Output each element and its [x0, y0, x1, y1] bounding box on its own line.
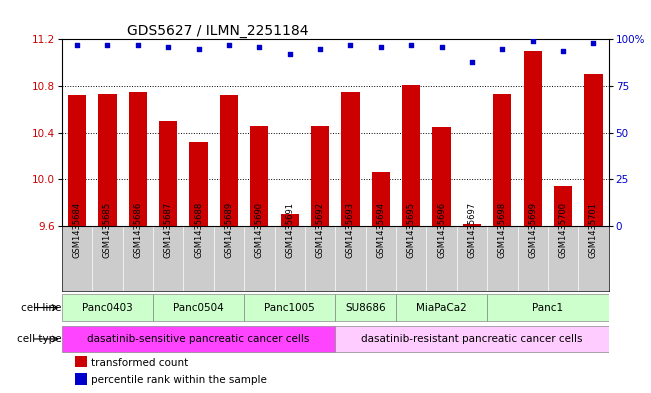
Text: GSM1435692: GSM1435692	[316, 202, 325, 259]
Bar	[311, 126, 329, 226]
Bar	[153, 294, 244, 321]
Bar	[189, 142, 208, 226]
Point	[102, 42, 113, 48]
Bar	[396, 294, 487, 321]
Point	[315, 46, 326, 52]
Point	[284, 51, 295, 57]
Point	[589, 40, 599, 46]
Bar	[372, 172, 390, 226]
Text: GSM1435697: GSM1435697	[467, 202, 477, 259]
Text: GSM1435701: GSM1435701	[589, 202, 598, 259]
Text: dasatinib-resistant pancreatic cancer cells: dasatinib-resistant pancreatic cancer ce…	[361, 334, 583, 344]
Bar	[554, 186, 572, 226]
Text: GSM1435685: GSM1435685	[103, 202, 112, 259]
Bar	[341, 92, 359, 226]
Bar	[281, 214, 299, 226]
Point	[224, 42, 234, 48]
Point	[163, 44, 173, 50]
Point	[467, 59, 477, 65]
Text: GSM1435699: GSM1435699	[528, 202, 537, 259]
Text: Panc1005: Panc1005	[264, 303, 315, 312]
Text: cell type: cell type	[17, 334, 62, 344]
Text: MiaPaCa2: MiaPaCa2	[416, 303, 467, 312]
Point	[254, 44, 264, 50]
Point	[527, 38, 538, 44]
Text: GSM1435695: GSM1435695	[407, 202, 416, 259]
Text: GSM1435696: GSM1435696	[437, 202, 446, 259]
Text: GSM1435688: GSM1435688	[194, 202, 203, 259]
Text: GSM1435694: GSM1435694	[376, 202, 385, 259]
Bar	[68, 95, 86, 226]
Bar	[487, 294, 609, 321]
Bar	[523, 51, 542, 226]
Point	[345, 42, 355, 48]
Point	[436, 44, 447, 50]
Bar	[98, 94, 117, 226]
Point	[558, 47, 568, 53]
Bar	[220, 95, 238, 226]
Point	[497, 46, 508, 52]
Text: dasatinib-sensitive pancreatic cancer cells: dasatinib-sensitive pancreatic cancer ce…	[87, 334, 310, 344]
Text: Panc0504: Panc0504	[173, 303, 224, 312]
Bar	[250, 126, 268, 226]
Bar	[62, 294, 153, 321]
Bar	[244, 294, 335, 321]
Text: GDS5627 / ILMN_2251184: GDS5627 / ILMN_2251184	[128, 24, 309, 38]
Text: SU8686: SU8686	[345, 303, 386, 312]
Bar	[159, 121, 177, 226]
Bar	[402, 85, 421, 226]
Bar	[129, 92, 147, 226]
Text: GSM1435689: GSM1435689	[225, 202, 234, 259]
Text: Panc0403: Panc0403	[82, 303, 133, 312]
Point	[193, 46, 204, 52]
Text: GSM1435686: GSM1435686	[133, 202, 143, 259]
Text: GSM1435687: GSM1435687	[163, 202, 173, 259]
Text: GSM1435700: GSM1435700	[559, 202, 568, 259]
Bar	[493, 94, 512, 226]
Bar	[62, 326, 335, 352]
Text: GSM1435698: GSM1435698	[498, 202, 507, 259]
Bar	[335, 294, 396, 321]
Text: transformed count: transformed count	[91, 358, 188, 368]
Bar	[432, 127, 450, 226]
Text: GSM1435693: GSM1435693	[346, 202, 355, 259]
Text: cell line: cell line	[21, 303, 62, 312]
Point	[406, 42, 417, 48]
Text: GSM1435684: GSM1435684	[72, 202, 81, 259]
Bar	[335, 326, 609, 352]
Point	[72, 42, 82, 48]
Text: Panc1: Panc1	[533, 303, 564, 312]
Text: GSM1435691: GSM1435691	[285, 202, 294, 259]
Point	[133, 42, 143, 48]
Text: percentile rank within the sample: percentile rank within the sample	[91, 375, 267, 386]
Point	[376, 44, 386, 50]
Bar	[463, 224, 481, 226]
Bar	[585, 74, 603, 226]
Text: GSM1435690: GSM1435690	[255, 202, 264, 259]
